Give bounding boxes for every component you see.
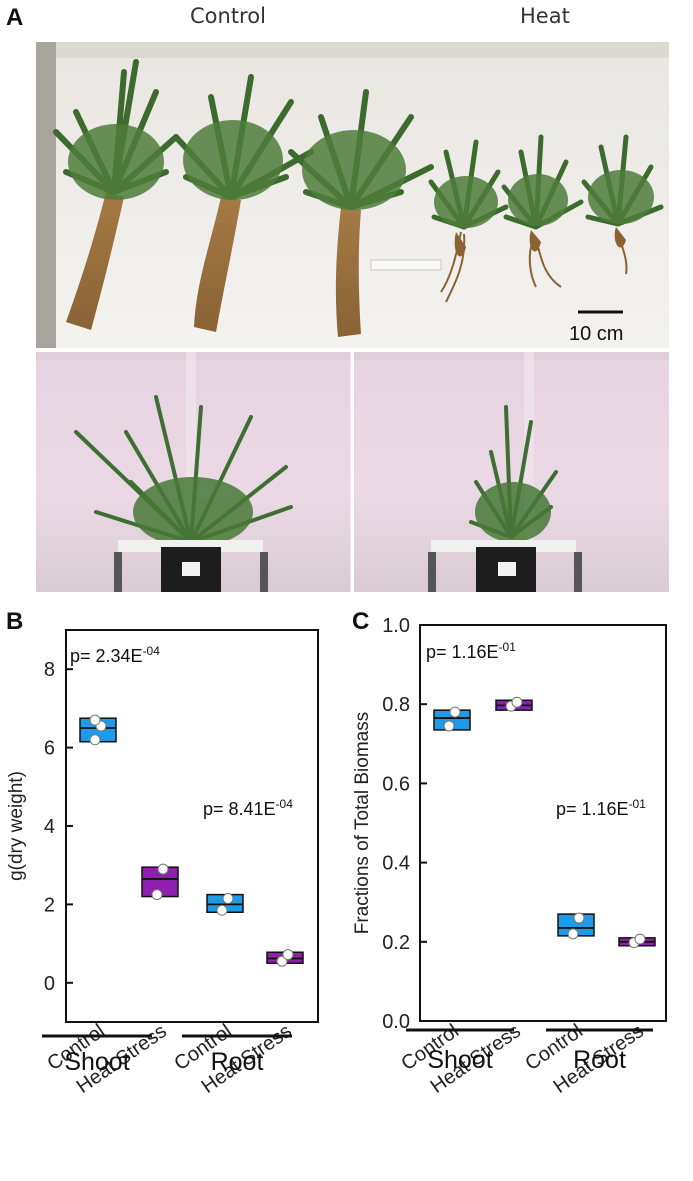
chart-c-ytick-label-4: 0.8: [382, 694, 410, 716]
chart-c-group-label-0: Shoot: [427, 1046, 492, 1074]
heat-pot-photo: [354, 352, 669, 592]
chart-b-point-1-0: [151, 889, 163, 901]
control-plant-1: [53, 59, 179, 330]
chart-c-point-0-1: [449, 706, 461, 718]
control-plant-3: [288, 89, 434, 337]
chart-b-point-1-1: [157, 863, 169, 875]
heat-plant-2: [501, 134, 584, 288]
chart-b-ytick-label-1: 2: [44, 894, 55, 916]
chart-b-point-0-0: [89, 734, 101, 746]
chart-c-pvalue-0: p= 1.16E-01: [426, 640, 516, 662]
chart-c-ytick-label-0: 0.0: [382, 1011, 410, 1033]
chart-b-group-label-1: Root: [211, 1048, 264, 1076]
chart-b-pvalue-0: p= 2.34E-04: [70, 644, 160, 666]
chart-c-point-1-1: [511, 696, 523, 708]
chart-b-point-2-1: [222, 893, 234, 905]
chart-c-ytick-label-1: 0.2: [382, 932, 410, 954]
panel-label-b: B: [6, 608, 24, 635]
scale-bar-label: 10 cm: [569, 323, 623, 345]
chart-c-point-0-0: [443, 720, 455, 732]
chart-c-biomass-fraction: 0.0 0.2 0.4 0.6 0.8 1.0 Fractions of Total Bio…: [352, 615, 667, 1098]
chart-c-ytick-label-2: 0.4: [382, 853, 410, 875]
panel-label-a: A: [6, 4, 24, 31]
chart-c-point-3-1: [634, 933, 646, 945]
chart-b-group-label-0: Shoot: [64, 1048, 129, 1076]
panel-label-c: C: [352, 608, 370, 635]
chart-b-y-axis-label: g(dry weight): [6, 771, 27, 881]
control-plant-2: [173, 74, 314, 332]
chart-b-ytick-label-3: 6: [44, 738, 55, 760]
chart-b-point-3-1: [282, 949, 294, 961]
chart-c-point-2-1: [573, 912, 585, 924]
chart-b-point-0-2: [89, 714, 101, 726]
chart-b-point-2-0: [216, 904, 228, 916]
chart-b-ytick-label-2: 4: [44, 816, 55, 838]
heat-plant-1: [428, 139, 509, 303]
condition-label-heat: Heat: [520, 4, 570, 28]
chart-b-pvalue-1: p= 8.41E-04: [203, 797, 293, 819]
chart-c-ytick-label-3: 0.6: [382, 773, 410, 795]
chart-b-ytick-label-0: 0: [44, 973, 55, 995]
chart-c-point-2-0: [567, 928, 579, 940]
chart-c-plot-frame: [419, 624, 667, 1022]
control-pot-photo: [36, 352, 351, 592]
chart-c-ytick-label-5: 1.0: [382, 615, 410, 637]
chart-c-pvalue-1: p= 1.16E-01: [556, 797, 646, 819]
harvested-plants-photo: 10 cm: [36, 42, 669, 348]
plant-photo-panel: 10 cm: [36, 42, 669, 592]
chart-b-ytick-label-4: 8: [44, 659, 55, 681]
chart-c-y-axis-label: Fractions of Total Biomass: [352, 712, 373, 934]
condition-label-control: Control: [190, 4, 266, 28]
heat-plant-3: [581, 134, 664, 275]
chart-c-group-label-1: Root: [573, 1046, 626, 1074]
